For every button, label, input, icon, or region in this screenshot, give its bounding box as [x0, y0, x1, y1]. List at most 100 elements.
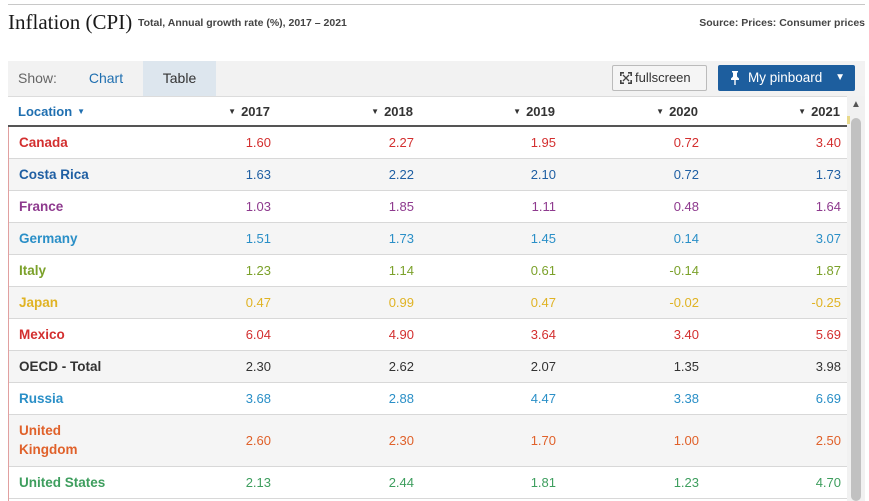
table-cell-value: 3.64: [530, 327, 556, 342]
table-cell-value: 1.23: [245, 263, 271, 278]
row-location-name[interactable]: Japan: [19, 295, 59, 310]
row-location-name[interactable]: Canada: [19, 135, 68, 150]
table-cell-value: 0.47: [530, 295, 556, 310]
table-cell-value: 2.62: [388, 359, 414, 374]
table-cell-value: 0.48: [673, 199, 699, 214]
table-cell-value: 1.11: [531, 199, 556, 214]
pinboard-button[interactable]: My pinboard ▼: [718, 65, 855, 91]
table-cell-value: 1.87: [815, 263, 841, 278]
row-location-name[interactable]: Mexico: [19, 327, 65, 342]
column-header-2019[interactable]: ▼ 2019: [463, 97, 555, 126]
table-row: OECD - Total 2.30 2.62 2.07 1.35 3.98: [9, 351, 847, 383]
row-location-name[interactable]: United Kingdom: [19, 423, 78, 457]
table-cell-value: 3.40: [673, 327, 699, 342]
tab-table[interactable]: Table: [143, 61, 216, 96]
table-body: Canada 1.60 2.27 1.95 0.72 3.40 Costa Rica 1.63…: [8, 127, 847, 501]
fullscreen-icon: [620, 72, 632, 84]
pin-icon: [731, 71, 739, 85]
column-header-label: 2017: [241, 104, 270, 119]
column-header-label: 2019: [526, 104, 555, 119]
table-cell-value: 1.95: [530, 135, 556, 150]
table-row: France 1.03 1.85 1.11 0.48 1.64: [9, 191, 847, 223]
table-cell-value: 0.72: [673, 167, 699, 182]
scrollbar-thumb[interactable]: [851, 118, 861, 501]
table-cell-value: 3.38: [673, 391, 699, 406]
fullscreen-label: fullscreen: [635, 70, 691, 85]
scroll-marker: [847, 116, 850, 124]
table-cell-value: 2.22: [388, 167, 414, 182]
table-cell-value: 4.70: [815, 475, 841, 490]
table-cell-value: 2.10: [530, 167, 556, 182]
table-cell-value: -0.14: [669, 263, 699, 278]
column-header-2018[interactable]: ▼ 2018: [321, 97, 413, 126]
table-cell-value: 3.07: [815, 231, 841, 246]
table-cell-value: 2.27: [388, 135, 414, 150]
table-cell-value: 0.72: [673, 135, 699, 150]
row-location-name[interactable]: OECD - Total: [19, 359, 102, 374]
table-row: United States 2.13 2.44 1.81 1.23 4.70: [9, 467, 847, 499]
table-cell-value: 6.69: [815, 391, 841, 406]
row-location-name[interactable]: Costa Rica: [19, 167, 89, 182]
column-header-label: 2018: [384, 104, 413, 119]
table-cell-value: 1.85: [388, 199, 414, 214]
table-cell-value: 0.47: [245, 295, 271, 310]
table-cell-value: 2.60: [245, 433, 271, 448]
table-cell-value: 5.69: [815, 327, 841, 342]
sort-triangle-icon: ▼: [371, 107, 380, 116]
row-location-name[interactable]: Italy: [19, 263, 47, 278]
table-cell-value: 1.35: [673, 359, 699, 374]
table-row: Costa Rica 1.63 2.22 2.10 0.72 1.73: [9, 159, 847, 191]
column-header-location[interactable]: Location ▼: [18, 97, 85, 126]
row-location-name[interactable]: Russia: [19, 391, 64, 406]
table-cell-value: 4.90: [388, 327, 414, 342]
table-row: Canada 1.60 2.27 1.95 0.72 3.40: [9, 127, 847, 159]
table-cell-value: 0.99: [388, 295, 414, 310]
table-cell-value: 2.30: [388, 433, 414, 448]
column-header-2017[interactable]: ▼ 2017: [178, 97, 270, 126]
page-title: Inflation (CPI): [8, 10, 133, 34]
table-cell-value: -0.02: [669, 295, 699, 310]
pinboard-label: My pinboard: [748, 70, 823, 85]
table-row: Japan 0.47 0.99 0.47 -0.02 -0.25: [9, 287, 847, 319]
table-cell-value: 4.47: [530, 391, 556, 406]
table-cell-value: 1.51: [245, 231, 271, 246]
sort-triangle-icon: ▼: [77, 107, 86, 116]
row-location-name[interactable]: Germany: [19, 231, 78, 246]
row-location-name[interactable]: France: [19, 199, 64, 214]
table-cell-value: 1.23: [673, 475, 699, 490]
row-location-name[interactable]: United States: [19, 475, 106, 490]
table-cell-value: 1.00: [673, 433, 699, 448]
column-header-2020[interactable]: ▼ 2020: [606, 97, 698, 126]
table-cell-value: 3.68: [245, 391, 271, 406]
table-cell-value: 0.14: [673, 231, 699, 246]
table-cell-value: 2.44: [388, 475, 414, 490]
table-row: United Kingdom 2.60 2.30 1.70 1.00 2.50: [9, 415, 847, 467]
table-cell-value: 1.63: [245, 167, 271, 182]
sort-triangle-icon: ▼: [228, 107, 237, 116]
scroll-up-arrow-icon[interactable]: ▲: [851, 99, 861, 110]
table-cell-value: 3.40: [815, 135, 841, 150]
page-subtitle: Total, Annual growth rate (%), 2017 – 20…: [138, 17, 347, 29]
table-cell-value: 1.45: [530, 231, 556, 246]
table-cell-value: 2.50: [815, 433, 841, 448]
table-cell-value: 1.64: [815, 199, 841, 214]
table-row: Russia 3.68 2.88 4.47 3.38 6.69: [9, 383, 847, 415]
table-cell-value: 2.13: [245, 475, 271, 490]
page-header: Inflation (CPI) Total, Annual growth rat…: [8, 8, 865, 38]
table-cell-value: 1.70: [530, 433, 556, 448]
table-row: Mexico 6.04 4.90 3.64 3.40 5.69: [9, 319, 847, 351]
table-cell-value: 2.30: [245, 359, 271, 374]
table-cell-value: 3.98: [815, 359, 841, 374]
column-header-label: 2021: [811, 104, 840, 119]
sort-triangle-icon: ▼: [656, 107, 665, 116]
column-header-2021[interactable]: ▼ 2021: [748, 97, 840, 126]
sort-triangle-icon: ▼: [798, 107, 807, 116]
table-cell-value: 1.73: [815, 167, 841, 182]
sort-triangle-icon: ▼: [513, 107, 522, 116]
fullscreen-button[interactable]: fullscreen: [612, 65, 707, 91]
table-cell-value: 1.81: [530, 475, 556, 490]
column-header-label: 2020: [669, 104, 698, 119]
table-row: Italy 1.23 1.14 0.61 -0.14 1.87: [9, 255, 847, 287]
tab-chart[interactable]: Chart: [88, 70, 124, 86]
vertical-scrollbar[interactable]: ▲: [847, 96, 865, 501]
